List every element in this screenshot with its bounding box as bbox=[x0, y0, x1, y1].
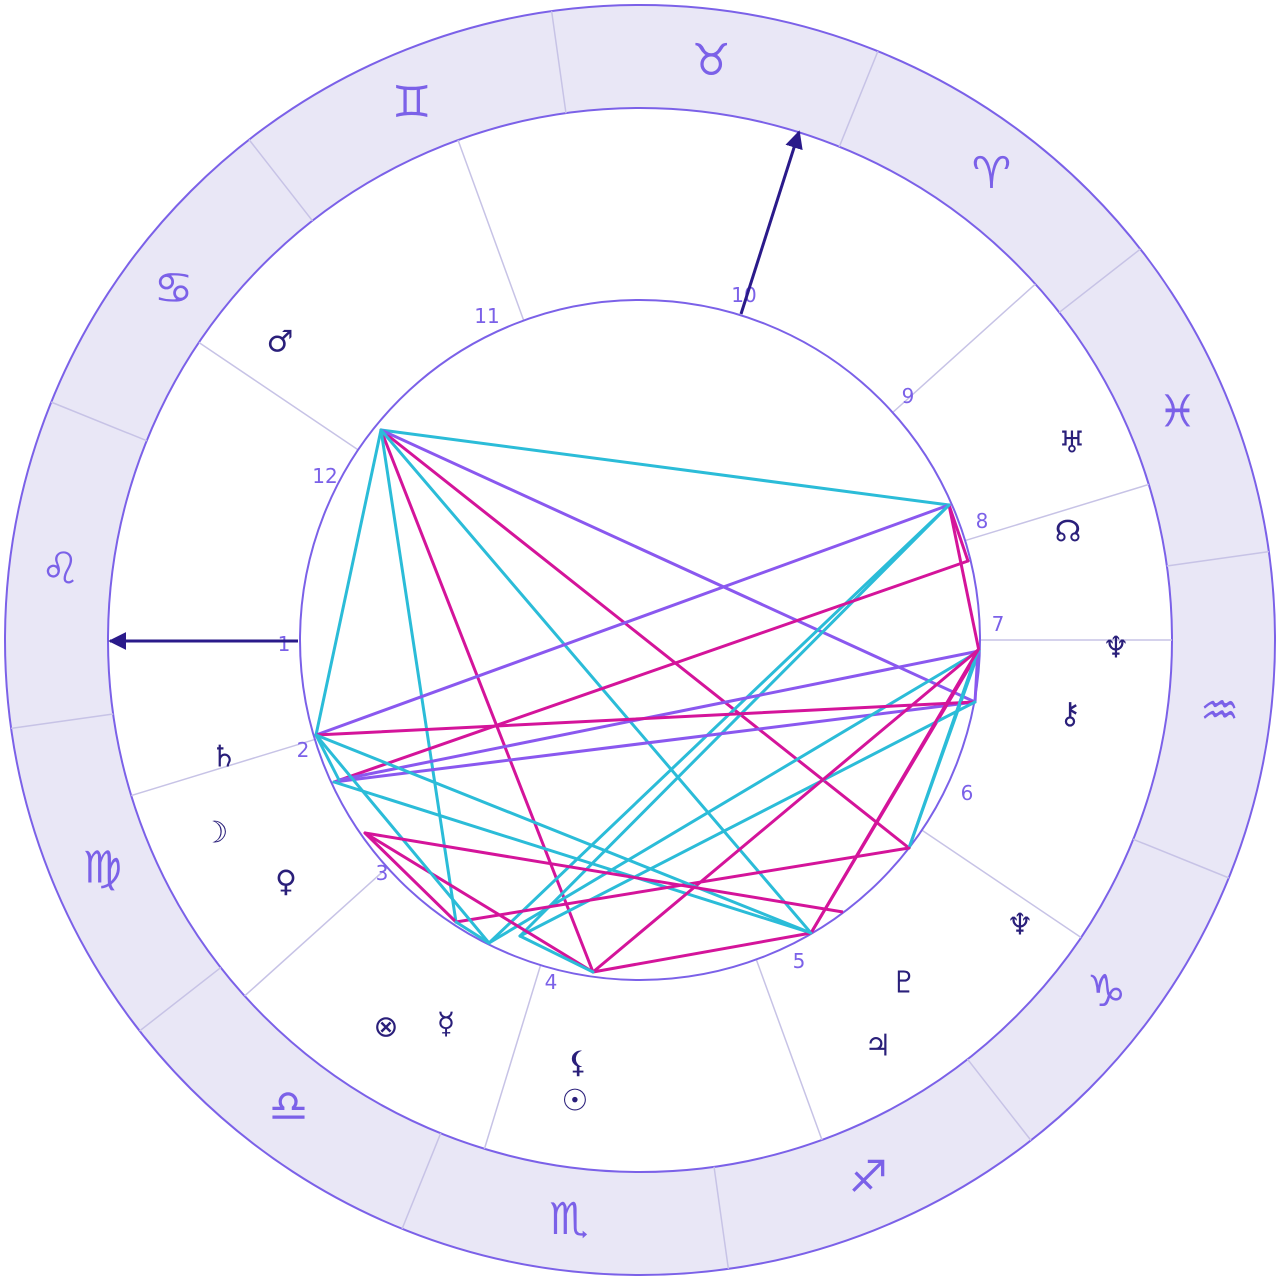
sign-divider bbox=[838, 50, 879, 148]
aspect-line-cyan bbox=[907, 648, 980, 850]
aspect-line-purple bbox=[379, 428, 977, 704]
house-number-11: 11 bbox=[474, 304, 499, 328]
chiron-icon: ⚷ bbox=[1059, 697, 1081, 732]
sign-divider bbox=[1058, 248, 1141, 314]
aspect-line-magenta bbox=[364, 831, 844, 914]
aspect-line-magenta bbox=[332, 559, 970, 784]
aquarius-sign-icon: ♒ bbox=[1200, 686, 1239, 737]
house-cusp-line bbox=[131, 738, 316, 797]
house-number-1: 1 bbox=[278, 632, 291, 656]
sign-divider bbox=[139, 966, 222, 1032]
house-cusp-line bbox=[244, 866, 388, 997]
sign-divider bbox=[11, 713, 114, 730]
aspect-line-magenta bbox=[363, 831, 458, 924]
aspect-line-cyan bbox=[379, 428, 951, 507]
lilith-icon: ⚸ bbox=[567, 1046, 589, 1081]
sign-divider bbox=[966, 1058, 1032, 1141]
house-cusps bbox=[131, 139, 1172, 1149]
aspect-line-magenta bbox=[379, 428, 911, 850]
pluto-icon: ♇ bbox=[891, 966, 918, 1001]
leo-sign-icon: ♌ bbox=[41, 543, 80, 594]
planet-glyphs: ♂ ♅ ☊ ♆ ⚷ ♄ ☽ ♀ ♆ ♇ ♃ ⊗ ☿ ⚸☉ bbox=[202, 325, 1130, 1119]
aspect-line-cyan bbox=[518, 934, 595, 974]
aspect-lines bbox=[314, 428, 981, 974]
house-number-8: 8 bbox=[976, 509, 989, 533]
aspect-line-cyan bbox=[332, 780, 813, 935]
fortune-icon: ⊗ bbox=[373, 1010, 398, 1045]
aspect-line-magenta bbox=[591, 648, 980, 974]
house-cusp-line bbox=[921, 829, 1082, 939]
virgo-sign-icon: ♍ bbox=[83, 843, 122, 894]
vertex-icon: ♆ bbox=[1007, 908, 1034, 943]
aspect-line-purple bbox=[314, 503, 951, 737]
house-cusp-line bbox=[483, 964, 542, 1149]
mercury-icon: ☿ bbox=[437, 1007, 455, 1042]
sign-divider bbox=[50, 401, 148, 442]
sign-divider bbox=[550, 11, 567, 114]
house-number-5: 5 bbox=[793, 949, 806, 973]
sign-divider bbox=[248, 139, 314, 222]
house-number-12: 12 bbox=[312, 464, 337, 488]
gemini-sign-icon: ♊ bbox=[392, 77, 431, 128]
aspect-line-cyan bbox=[379, 428, 458, 924]
sign-divider bbox=[1166, 550, 1269, 567]
aspect-line-magenta bbox=[314, 700, 977, 737]
neptune-icon: ♆ bbox=[1103, 631, 1130, 666]
house-cusp-line bbox=[892, 283, 1036, 414]
aspect-line-cyan bbox=[314, 428, 383, 737]
aspect-line-purple bbox=[973, 648, 980, 704]
sign-divider bbox=[401, 1132, 442, 1230]
aspect-line-purple bbox=[337, 649, 981, 782]
aspect-line-cyan bbox=[454, 920, 491, 945]
house-number-7: 7 bbox=[992, 612, 1005, 636]
sign-glyphs: ♈ ♉ ♊ ♋ ♌ ♍ ♎ ♏ ♐ ♑ ♒ ♓ bbox=[41, 35, 1240, 1245]
aspect-line-magenta bbox=[947, 503, 981, 653]
aspect-line-magenta bbox=[809, 648, 980, 935]
aspect-line-cyan bbox=[518, 700, 977, 938]
house-cusp-line bbox=[457, 139, 525, 321]
scorpio-sign-icon: ♏ bbox=[549, 1194, 588, 1245]
house-number-9: 9 bbox=[902, 384, 915, 408]
aspect-line-cyan bbox=[487, 649, 981, 945]
house-number-4: 4 bbox=[545, 970, 558, 994]
uranus-icon: ♅ bbox=[1059, 426, 1086, 461]
pisces-sign-icon: ♓ bbox=[1158, 386, 1197, 437]
house-number-6: 6 bbox=[961, 781, 974, 805]
aspect-line-cyan bbox=[487, 503, 951, 945]
moon-icon: ☽ bbox=[202, 816, 229, 851]
house-number-3: 3 bbox=[376, 861, 389, 885]
sign-divider bbox=[713, 1166, 730, 1269]
aspect-line-cyan bbox=[314, 733, 813, 935]
cancer-sign-icon: ♋ bbox=[154, 263, 193, 314]
jupiter-icon: ♃ bbox=[865, 1029, 892, 1064]
sign-dividers bbox=[11, 11, 1269, 1269]
midheaven-arrow bbox=[739, 130, 803, 315]
aspect-line-magenta bbox=[379, 428, 595, 974]
aspect-line-magenta bbox=[591, 931, 813, 974]
north-node-icon: ☊ bbox=[1055, 515, 1082, 550]
sagittarius-sign-icon: ♐ bbox=[848, 1152, 887, 1203]
sign-divider bbox=[1132, 838, 1230, 879]
house-number-2: 2 bbox=[297, 738, 310, 762]
aspect-line-cyan bbox=[314, 733, 341, 782]
saturn-icon: ♄ bbox=[211, 740, 238, 775]
house-cusp-line bbox=[755, 959, 823, 1141]
libra-sign-icon: ♎ bbox=[269, 1081, 308, 1132]
house-cusp-line bbox=[964, 483, 1149, 542]
aries-sign-icon: ♈ bbox=[972, 148, 1011, 199]
house-cusp-line bbox=[198, 341, 359, 451]
venus-icon: ♀ bbox=[275, 865, 297, 900]
taurus-sign-icon: ♉ bbox=[691, 35, 730, 86]
sun-icon: ☉ bbox=[562, 1084, 589, 1119]
capricorn-sign-icon: ♑ bbox=[1087, 966, 1126, 1017]
aspect-line-magenta bbox=[363, 831, 595, 974]
mars-icon: ♂ bbox=[267, 325, 294, 360]
